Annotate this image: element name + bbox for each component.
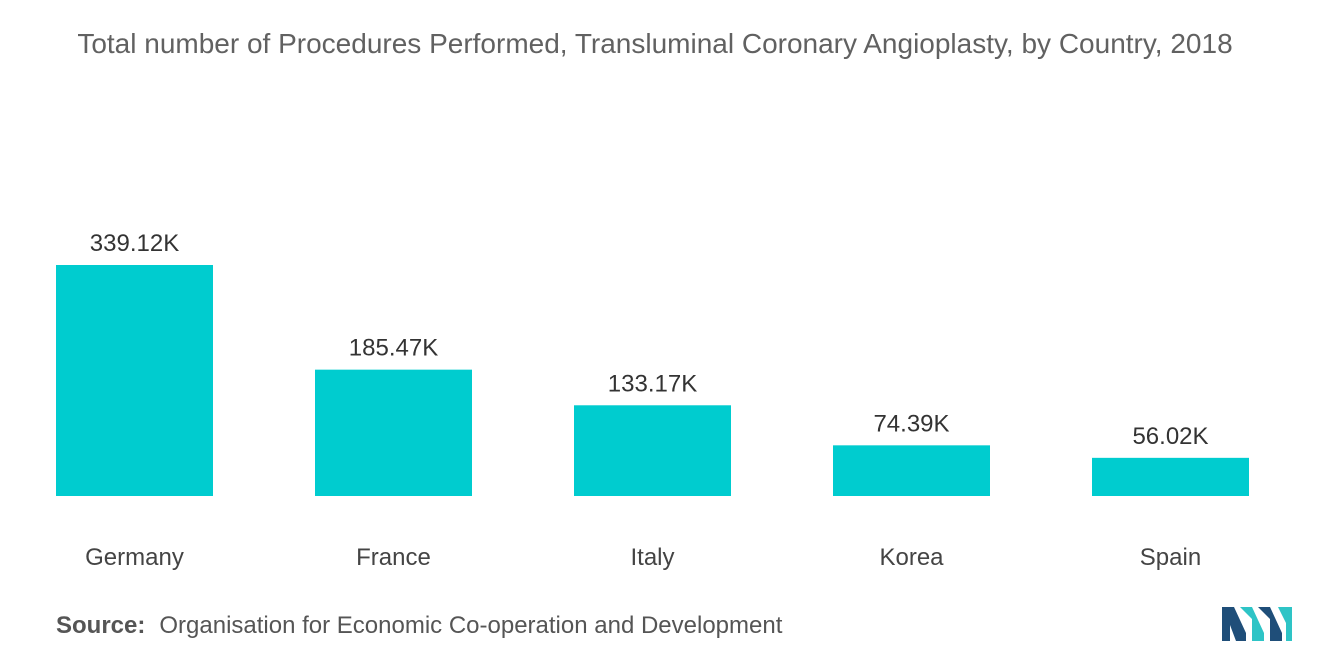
value-label-spain: 56.02K <box>1132 423 1208 450</box>
mordor-intelligence-logo-icon <box>1222 607 1292 641</box>
bar-spain <box>1092 457 1249 496</box>
category-label-germany: Germany <box>85 544 184 571</box>
source-label: Source: <box>56 612 146 639</box>
category-label-france: France <box>356 544 431 571</box>
bar-chart: 339.12K Germany 185.47K France 133.17K Italy 7… <box>56 230 1249 571</box>
bar-korea <box>833 445 990 496</box>
value-label-france: 185.47K <box>349 335 438 362</box>
bar-germany <box>56 265 213 496</box>
category-label-italy: Italy <box>630 544 674 571</box>
category-label-korea: Korea <box>879 544 944 571</box>
category-label-spain: Spain <box>1140 544 1201 571</box>
source-note: Source: Organisation for Economic Co-oper… <box>56 612 782 640</box>
bar-italy <box>574 405 731 496</box>
bar-france <box>315 369 472 496</box>
chart-title: Total number of Procedures Performed, Tr… <box>77 28 1233 59</box>
value-label-korea: 74.39K <box>873 410 949 437</box>
value-label-germany: 339.12K <box>90 230 179 257</box>
source-text: Organisation for Economic Co-operation a… <box>159 612 783 639</box>
value-label-italy: 133.17K <box>608 370 697 397</box>
